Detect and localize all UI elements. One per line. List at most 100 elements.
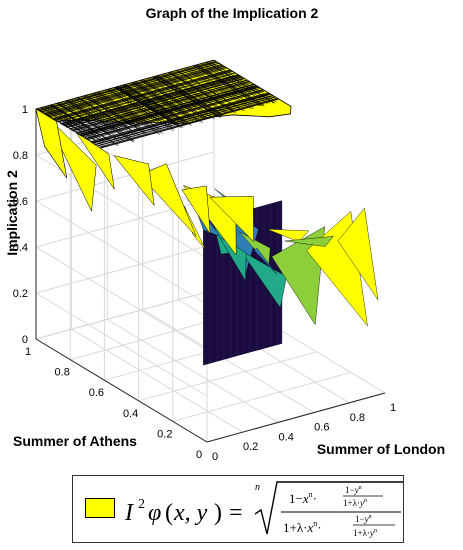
mesh-line <box>65 77 244 128</box>
mesh-line <box>74 82 253 133</box>
svg-text:1+λ·xn·: 1+λ·xn· <box>283 519 322 535</box>
y-tick-label: 0.2 <box>157 428 172 440</box>
mesh-line <box>81 87 260 137</box>
mesh-line <box>48 67 227 117</box>
y-tick-label: 0.6 <box>89 387 104 399</box>
mesh-line <box>66 78 245 128</box>
grid-line <box>35 243 215 294</box>
mesh-line <box>47 66 227 117</box>
grid-line <box>172 371 351 422</box>
mesh-line <box>60 74 240 125</box>
surface-facet <box>113 155 155 207</box>
mesh-line <box>79 85 258 136</box>
mesh-line <box>76 84 255 134</box>
mesh-line <box>71 80 250 131</box>
svg-text:φ: φ <box>148 500 161 526</box>
svg-text:I: I <box>124 500 134 526</box>
mesh-line <box>96 96 275 146</box>
mesh-line <box>84 89 264 139</box>
axes-grid <box>35 59 386 443</box>
mesh-line <box>79 86 258 136</box>
mesh-line <box>44 64 223 115</box>
y-tick-label: 0.4 <box>123 408 138 420</box>
mesh-line <box>76 84 255 134</box>
grid-line <box>71 328 243 433</box>
x-tick-label: 0.6 <box>314 422 329 434</box>
axis-line <box>206 392 386 443</box>
mesh-line <box>40 62 219 113</box>
mesh-line <box>49 67 228 118</box>
grid-line <box>142 309 315 414</box>
svg-text:=: = <box>229 500 243 526</box>
mesh-line <box>100 98 279 149</box>
z-tick-label: 0.6 <box>13 196 28 208</box>
x-tick-label: 0.8 <box>350 412 365 424</box>
y-tick-label: 0 <box>196 449 202 461</box>
svg-text:1+λ·yn: 1+λ·yn <box>353 528 377 538</box>
mesh-line <box>153 76 219 116</box>
mesh-line <box>63 76 243 127</box>
mesh-line <box>75 83 254 134</box>
mesh-line <box>53 70 232 120</box>
grid-line <box>35 197 215 248</box>
surface-facet <box>209 195 254 243</box>
grid-line <box>35 289 215 340</box>
mesh-line <box>40 107 106 147</box>
z-tick-label: 1 <box>22 104 28 116</box>
mesh-line <box>85 89 265 140</box>
mesh-line <box>71 81 250 131</box>
x-tick-label: 0 <box>212 451 218 463</box>
mesh-line <box>37 60 216 111</box>
mesh-line <box>92 94 272 144</box>
mesh-line <box>46 65 225 116</box>
mesh-line <box>90 92 269 143</box>
mesh-line <box>41 63 220 113</box>
svg-text:2: 2 <box>138 497 145 512</box>
mesh-line <box>94 94 273 145</box>
mesh-line <box>38 61 217 111</box>
svg-text:(: ( <box>165 500 173 526</box>
z-tick-label: 0 <box>22 334 28 346</box>
svg-text:1−yn: 1−yn <box>345 485 362 495</box>
surface-facet <box>337 207 379 301</box>
mesh-line <box>62 75 241 126</box>
z-tick-label: 0.8 <box>13 150 28 162</box>
mesh-line <box>47 66 226 117</box>
mesh-line <box>62 75 241 126</box>
mesh-line <box>75 83 255 134</box>
z-tick-label: 0.4 <box>13 242 28 254</box>
x-tick-label: 1 <box>390 402 396 414</box>
x-axis-label: Summer of London <box>317 441 445 457</box>
mesh-line <box>97 96 276 147</box>
mesh-line <box>54 71 234 121</box>
surface-facet <box>266 228 310 242</box>
x-tick-label: 0.2 <box>243 441 258 453</box>
mesh-line <box>44 65 223 115</box>
mesh-line <box>72 81 251 132</box>
mesh-line <box>39 61 218 112</box>
y-axis-label: Summer of Athens <box>13 433 137 449</box>
svg-text:n: n <box>255 482 260 493</box>
svg-text:1−yn: 1−yn <box>355 514 372 524</box>
surface-facet <box>181 185 211 235</box>
mesh-line <box>45 65 224 116</box>
mesh-line <box>78 85 257 135</box>
mesh-line <box>142 79 208 119</box>
z-tick-label: 0.2 <box>13 288 28 300</box>
surface-facet <box>139 163 197 237</box>
svg-text:x, y: x, y <box>173 500 208 526</box>
grid-line <box>35 246 208 351</box>
y-tick-label: 0.8 <box>55 367 70 379</box>
mesh-line <box>168 72 234 112</box>
mesh-line <box>99 97 278 148</box>
mesh-line <box>92 93 271 144</box>
grid-line <box>35 292 208 397</box>
legend-formula: I 2 φ ( x, y ) = n 1−xn· 1−yn 1+λ·yn 1+λ… <box>121 476 405 544</box>
mesh-line <box>52 69 231 120</box>
mesh-line <box>53 70 233 121</box>
surface-facet <box>35 108 68 179</box>
mesh-line <box>82 95 148 135</box>
mesh-line <box>64 77 243 127</box>
surface-facet <box>240 250 287 309</box>
